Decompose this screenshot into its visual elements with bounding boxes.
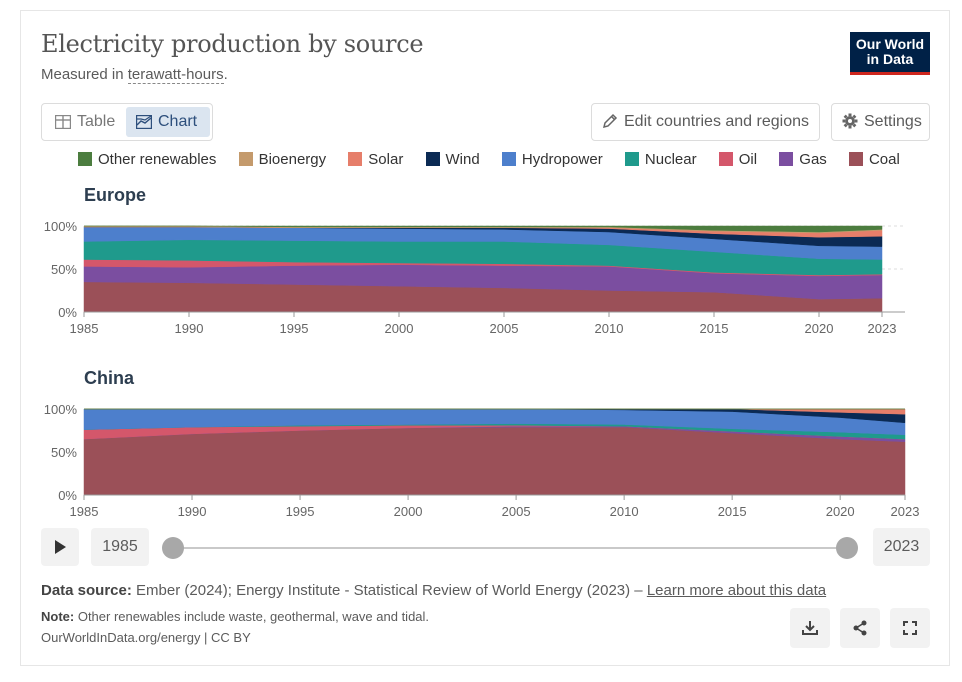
x-tick-label: 2023 [868, 321, 897, 336]
x-tick-label: 1995 [286, 504, 315, 519]
x-tick-label: 2020 [805, 321, 834, 336]
x-tick-label: 2015 [718, 504, 747, 519]
legend-item-hydropower[interactable]: Hydropower [501, 151, 603, 168]
play-button[interactable] [41, 528, 79, 566]
logo-line-2: in Data [866, 51, 914, 67]
note-text: Other renewables include waste, geotherm… [74, 609, 430, 624]
x-tick-label: 1990 [175, 321, 204, 336]
pencil-icon [602, 113, 618, 129]
legend-label: Bioenergy [258, 151, 327, 168]
gear-icon [842, 113, 858, 129]
source-url[interactable]: OurWorldInData.org/energy | CC BY [41, 630, 251, 645]
subtitle-prefix: Measured in [41, 66, 128, 83]
chart-note: Note: Other renewables include waste, ge… [41, 609, 429, 624]
legend-label: Solar [368, 151, 404, 168]
x-tick-label: 1990 [178, 504, 207, 519]
legend-swatch [78, 152, 92, 166]
fullscreen-button[interactable] [890, 608, 930, 648]
y-tick-label: 100% [44, 402, 78, 417]
timeline-start-handle[interactable] [162, 537, 184, 559]
legend-swatch [501, 152, 516, 166]
x-tick-label: 1995 [280, 321, 309, 336]
legend-label: Nuclear [644, 151, 697, 168]
legend-swatch [238, 152, 253, 166]
owid-logo[interactable]: Our World in Data [850, 32, 930, 75]
legend-item-other-renewables[interactable]: Other renewables [78, 151, 216, 168]
y-tick-label: 50% [51, 445, 77, 460]
y-tick-label: 0% [58, 305, 77, 320]
x-tick-label: 2000 [394, 504, 423, 519]
legend-item-bioenergy[interactable]: Bioenergy [238, 151, 327, 168]
tab-table-label: Table [77, 113, 116, 130]
settings-button[interactable]: Settings [831, 103, 930, 141]
panel-title: China [84, 368, 135, 388]
timeline-end-handle[interactable] [836, 537, 858, 559]
share-button[interactable] [840, 608, 880, 648]
tab-chart[interactable]: Chart [126, 107, 210, 137]
y-tick-label: 50% [51, 262, 77, 277]
chart-icon [135, 114, 153, 130]
legend-item-gas[interactable]: Gas [779, 151, 827, 168]
tab-chart-label: Chart [158, 113, 198, 130]
panel-title: Europe [84, 185, 146, 205]
y-tick-label: 0% [58, 488, 77, 503]
x-tick-label: 2020 [826, 504, 855, 519]
legend-swatch [348, 152, 363, 166]
legend-swatch [779, 152, 794, 166]
note-label: Note: [41, 609, 75, 624]
legend-label: Oil [738, 151, 758, 168]
x-tick-label: 2005 [502, 504, 531, 519]
edit-countries-button[interactable]: Edit countries and regions [591, 103, 820, 141]
legend-label: Coal [868, 151, 900, 168]
logo-line-1: Our World [855, 36, 925, 52]
chart-legend: Other renewables Bioenergy Solar Wind Hy… [78, 151, 918, 171]
tab-table[interactable]: Table [45, 107, 125, 137]
y-tick-label: 100% [44, 219, 78, 234]
fullscreen-icon [903, 621, 917, 635]
area-other-renewables [84, 225, 883, 233]
share-icon [853, 620, 867, 636]
area-coal [83, 426, 906, 496]
x-tick-label: 2010 [610, 504, 639, 519]
x-tick-label: 2005 [490, 321, 519, 336]
page-subtitle: Measured in terawatt-hours. [41, 66, 228, 84]
view-tabs: Table Chart [41, 103, 213, 141]
download-button[interactable] [790, 608, 830, 648]
table-icon [54, 114, 72, 130]
page-title: Electricity production by source [41, 30, 424, 58]
source-label: Data source: [41, 582, 132, 599]
unit-link[interactable]: terawatt-hours [127, 66, 224, 84]
download-icon [802, 621, 818, 635]
legend-swatch [624, 152, 639, 166]
legend-swatch [718, 152, 733, 166]
legend-item-solar[interactable]: Solar [348, 151, 403, 168]
legend-label: Other renewables [98, 151, 217, 168]
learn-more-link[interactable]: Learn more about this data [646, 582, 827, 599]
x-tick-label: 2010 [595, 321, 624, 336]
x-tick-label: 2023 [891, 504, 920, 519]
legend-label: Gas [799, 151, 827, 168]
x-tick-label: 2015 [700, 321, 729, 336]
settings-label: Settings [864, 113, 922, 130]
legend-label: Hydropower [521, 151, 603, 168]
x-tick-label: 1985 [70, 504, 99, 519]
x-tick-label: 1985 [70, 321, 99, 336]
timeline-track[interactable] [173, 547, 848, 549]
legend-swatch [425, 152, 440, 166]
play-icon [55, 540, 66, 554]
legend-item-nuclear[interactable]: Nuclear [624, 151, 697, 168]
legend-swatch [848, 152, 863, 166]
edit-countries-label: Edit countries and regions [624, 113, 809, 130]
legend-item-coal[interactable]: Coal [848, 151, 900, 168]
timeline-start-year[interactable]: 1985 [91, 528, 149, 566]
subtitle-suffix: . [223, 66, 228, 83]
source-text: Ember (2024); Energy Institute - Statist… [131, 582, 647, 599]
legend-label: Wind [445, 151, 480, 168]
legend-item-wind[interactable]: Wind [425, 151, 480, 168]
legend-item-oil[interactable]: Oil [718, 151, 758, 168]
timeline-end-year[interactable]: 2023 [873, 528, 930, 566]
x-tick-label: 2000 [385, 321, 414, 336]
data-source: Data source: Ember (2024); Energy Instit… [41, 582, 826, 599]
